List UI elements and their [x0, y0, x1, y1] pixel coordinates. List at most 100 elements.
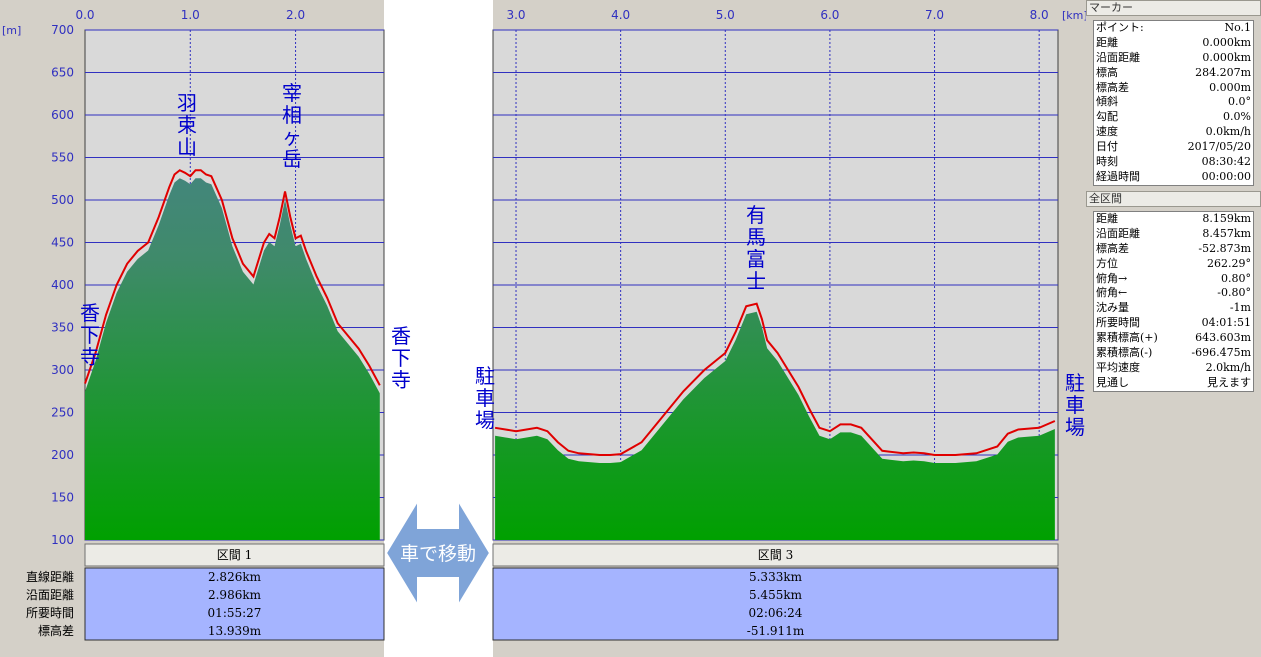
marker-label: 経過時間: [1096, 169, 1140, 183]
label-end-right-char: 場: [1065, 415, 1085, 439]
total-label: 所要時間: [1096, 316, 1140, 330]
label-start-right: 駐車場: [475, 364, 495, 432]
terrain-area-3: [495, 311, 1055, 540]
marker-value: No.1: [1224, 21, 1251, 34]
x-tick-label: 4.0: [611, 8, 630, 22]
section-1-value: 2.826km: [208, 570, 262, 584]
y-tick-label: 450: [51, 236, 74, 250]
total-value: -52.873m: [1198, 241, 1251, 255]
label-start-right-char: 駐: [475, 364, 495, 388]
label-saishougatake-char: 岳: [282, 147, 302, 171]
total-row: 沿面距離 8.457km: [1094, 227, 1253, 242]
x-tick-label: 2.0: [286, 8, 305, 22]
section-3: 区間 3 5.333km 5.455km 02:06:24 -51.911m: [492, 543, 1059, 641]
total-value: 643.603m: [1195, 331, 1251, 345]
marker-value: 0.000km: [1202, 50, 1251, 64]
marker-label: 標高差: [1096, 80, 1129, 94]
car-move-arrow: 車で移動: [384, 496, 492, 610]
marker-label: 速度: [1096, 125, 1118, 139]
marker-row: 沿面距離 0.000km: [1094, 51, 1253, 66]
marker-row: 標高差 0.000m: [1094, 81, 1253, 96]
y-tick-label: 300: [51, 363, 74, 377]
total-label: 累積標高(+): [1096, 331, 1158, 345]
label-start-left: 香下寺: [80, 301, 100, 369]
section-3-header-bg: [492, 543, 1059, 567]
car-move-label: 車で移動: [400, 543, 476, 565]
marker-value: 0.000km: [1202, 35, 1251, 49]
label-start-right-char: 車: [475, 386, 495, 410]
total-row: 俯角← -0.80°: [1094, 286, 1253, 301]
x-tick-label: 1.0: [181, 8, 200, 22]
y-tick-label: 150: [51, 491, 74, 505]
total-value: 8.457km: [1202, 226, 1251, 240]
y-unit-label: [m]: [2, 24, 21, 37]
marker-row: 傾斜 0.0°: [1094, 95, 1253, 110]
total-row: 平均速度 2.0km/h: [1094, 361, 1253, 376]
marker-label: 勾配: [1096, 110, 1118, 124]
label-end-left: 香下寺: [391, 324, 411, 392]
total-value: 262.29°: [1207, 256, 1251, 270]
section-1-value: 2.986km: [208, 588, 262, 602]
label-end-right-char: 車: [1065, 393, 1085, 417]
y-tick-label: 550: [51, 151, 74, 165]
total-row: 見通し 見えます: [1094, 376, 1253, 391]
section-3-value: 02:06:24: [749, 606, 803, 620]
y-tick-label: 600: [51, 108, 74, 122]
total-panel: 距離 8.159km 沿面距離 8.457km 標高差 -52.873m 方位 262.29°…: [1093, 211, 1254, 392]
total-row: 所要時間 04:01:51: [1094, 316, 1253, 331]
total-value: 8.159km: [1202, 212, 1251, 225]
total-value: -696.475m: [1191, 346, 1251, 360]
label-start-left-char: 寺: [80, 345, 100, 369]
total-label: 累積標高(-): [1096, 346, 1153, 360]
x-tick-label: 8.0: [1030, 8, 1049, 22]
marker-label: 距離: [1096, 35, 1118, 49]
label-end-left-char: 下: [391, 346, 411, 370]
terrain-area-1: [85, 178, 380, 540]
total-label: 平均速度: [1096, 360, 1140, 374]
section-3-value: 5.333km: [749, 570, 803, 584]
section-row-label: 所要時間: [26, 606, 74, 620]
section-1-header-bg: [84, 543, 385, 567]
total-value: 0.80°: [1221, 271, 1251, 285]
label-end-right: 駐車場: [1065, 371, 1085, 439]
label-arima-fuji-char: 馬: [746, 225, 766, 249]
section-1-body: [84, 567, 385, 641]
label-saishougatake-char: 相: [282, 103, 302, 127]
total-row: 距離 8.159km: [1094, 212, 1253, 227]
x-tick-label: 6.0: [820, 8, 839, 22]
marker-row: ポイント: No.1: [1094, 21, 1253, 36]
total-row: 方位 262.29°: [1094, 257, 1253, 272]
label-start-left-char: 下: [80, 323, 100, 347]
label-habatsuka: 羽束山: [177, 91, 197, 159]
total-row: 累積標高(-) -696.475m: [1094, 346, 1253, 361]
label-arima-fuji-char: 有: [746, 203, 766, 227]
marker-row: 距離 0.000km: [1094, 36, 1253, 51]
total-label: 距離: [1096, 212, 1118, 225]
marker-label: ポイント:: [1096, 21, 1144, 34]
label-end-left-char: 寺: [391, 368, 411, 392]
total-label: 俯角→: [1096, 271, 1128, 285]
double-arrow-icon: [384, 496, 492, 610]
x-tick-label: 5.0: [716, 8, 735, 22]
total-label: 方位: [1096, 256, 1118, 270]
total-value: 2.0km/h: [1205, 360, 1251, 374]
total-panel-title: 全区間: [1086, 191, 1261, 207]
label-end-right-char: 駐: [1065, 371, 1085, 395]
total-row: 俯角→ 0.80°: [1094, 272, 1253, 287]
total-row: 標高差 -52.873m: [1094, 242, 1253, 257]
elevation-chart: 700 650 600 550 500 450 400 350 300 250 200 150 100 […: [2, 0, 1086, 657]
marker-label: 日付: [1096, 140, 1118, 154]
label-saishougatake-char: 宰: [282, 81, 302, 105]
total-label: 見通し: [1096, 375, 1129, 389]
total-label: 沈み量: [1096, 301, 1129, 315]
profile-line-3: [494, 302, 1056, 456]
x-unit-label: [km]: [1062, 9, 1086, 22]
marker-value: 0.0%: [1223, 110, 1251, 124]
total-row: 累積標高(+) 643.603m: [1094, 331, 1253, 346]
marker-row: 標高 284.207m: [1094, 66, 1253, 81]
total-label: 俯角←: [1096, 286, 1128, 300]
section-3-body: [492, 567, 1059, 641]
marker-row: 勾配 0.0%: [1094, 110, 1253, 125]
marker-value: 2017/05/20: [1187, 140, 1251, 154]
